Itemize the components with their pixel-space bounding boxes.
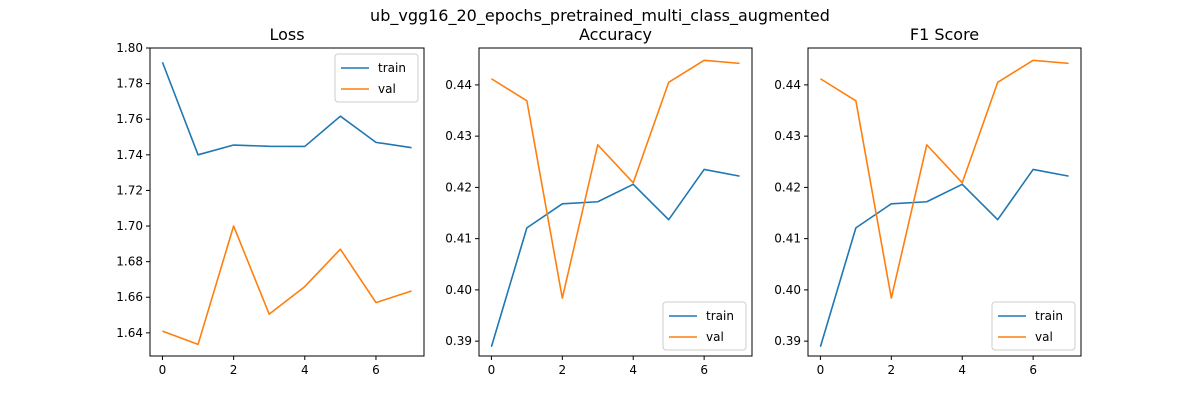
- legend-box: [334, 53, 419, 103]
- figure-title: ub_vgg16_20_epochs_pretrained_multi_clas…: [370, 6, 830, 25]
- y-tick-label: 0.41: [774, 232, 801, 246]
- legend: train val: [662, 301, 747, 351]
- y-tick-label: 1.70: [116, 219, 143, 233]
- y-tick-label: 0.43: [445, 129, 472, 143]
- legend-label-train: train: [706, 309, 734, 323]
- x-tick-label: 0: [159, 363, 167, 377]
- legend-label-val: val: [706, 330, 724, 344]
- y-tick-label: 0.42: [445, 180, 472, 194]
- y-tick-label: 1.74: [116, 148, 143, 162]
- x-tick-label: 6: [1029, 363, 1037, 377]
- chart-title: Loss: [269, 25, 304, 44]
- y-tick-label: 0.40: [774, 283, 801, 297]
- chart-title: Accuracy: [579, 25, 652, 44]
- y-tick-label: 1.78: [116, 77, 143, 91]
- y-tick-label: 1.76: [116, 112, 143, 126]
- y-tick-label: 0.43: [774, 129, 801, 143]
- series-line-train: [819, 168, 1069, 348]
- y-tick-label: 0.39: [774, 334, 801, 348]
- x-tick-label: 4: [629, 363, 637, 377]
- x-tick-label: 6: [700, 363, 708, 377]
- series-line-val: [162, 225, 412, 346]
- y-tick-label: 0.40: [445, 283, 472, 297]
- legend-label-val: val: [378, 82, 396, 96]
- y-tick-label: 0.41: [445, 232, 472, 246]
- x-tick-label: 6: [372, 363, 380, 377]
- axes-frame: [478, 47, 753, 357]
- series-line-val: [490, 59, 740, 299]
- legend-label-train: train: [1035, 309, 1063, 323]
- chart-panel-0: Loss 0 2 4 6 1.64 1.66 1.68 1.70 1.72 1.74 1.76 1.78…: [116, 25, 425, 377]
- x-tick-label: 2: [887, 363, 895, 377]
- y-tick-label: 0.44: [445, 78, 472, 92]
- chart-panel-2: F1 Score 0 2 4 6 0.39 0.40 0.41 0.42 0.43 0.44 trai…: [774, 25, 1082, 377]
- x-tick-label: 0: [817, 363, 825, 377]
- y-tick-label: 0.42: [774, 180, 801, 194]
- x-tick-label: 0: [488, 363, 496, 377]
- series-line-val: [819, 59, 1069, 299]
- chart-title: F1 Score: [910, 25, 979, 44]
- legend-box: [991, 301, 1076, 351]
- legend: train val: [334, 53, 419, 103]
- axes-frame: [149, 47, 425, 357]
- legend-label-val: val: [1035, 330, 1053, 344]
- x-tick-label: 2: [558, 363, 566, 377]
- y-tick-label: 1.66: [116, 290, 143, 304]
- legend: train val: [991, 301, 1076, 351]
- legend-box: [662, 301, 747, 351]
- y-tick-label: 0.39: [445, 334, 472, 348]
- y-tick-label: 1.80: [116, 41, 143, 55]
- series-line-train: [490, 168, 740, 348]
- x-tick-label: 4: [958, 363, 966, 377]
- y-tick-label: 1.68: [116, 255, 143, 269]
- legend-label-train: train: [378, 61, 406, 75]
- chart-panel-1: Accuracy 0 2 4 6 0.39 0.40 0.41 0.42 0.43 0.44 trai…: [445, 25, 753, 377]
- series-line-train: [161, 61, 412, 156]
- x-tick-label: 4: [301, 363, 309, 377]
- y-tick-label: 1.72: [116, 183, 143, 197]
- y-tick-label: 0.44: [774, 78, 801, 92]
- y-tick-label: 1.64: [116, 326, 143, 340]
- x-tick-label: 2: [230, 363, 238, 377]
- axes-frame: [807, 47, 1082, 357]
